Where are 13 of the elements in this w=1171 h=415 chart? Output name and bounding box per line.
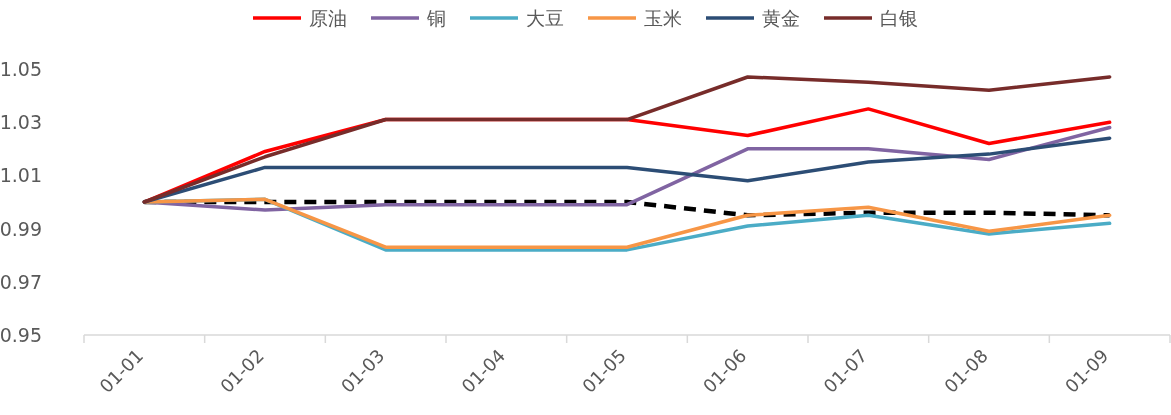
legend-label: 玉米 xyxy=(644,7,682,29)
legend-label: 原油 xyxy=(309,7,347,29)
y-tick-label: 1.01 xyxy=(0,164,42,187)
y-tick-label: 1.05 xyxy=(0,58,42,80)
legend-label: 白银 xyxy=(880,7,918,29)
y-tick-label: 1.03 xyxy=(0,111,42,134)
y-tick-label: 0.99 xyxy=(0,217,42,240)
y-tick-label: 0.95 xyxy=(0,324,42,346)
legend-label: 铜 xyxy=(426,7,446,29)
legend-label: 大豆 xyxy=(526,7,564,29)
legend-label: 黄金 xyxy=(762,7,800,29)
line-series xyxy=(142,75,1112,204)
y-tick-label: 0.97 xyxy=(0,270,42,293)
